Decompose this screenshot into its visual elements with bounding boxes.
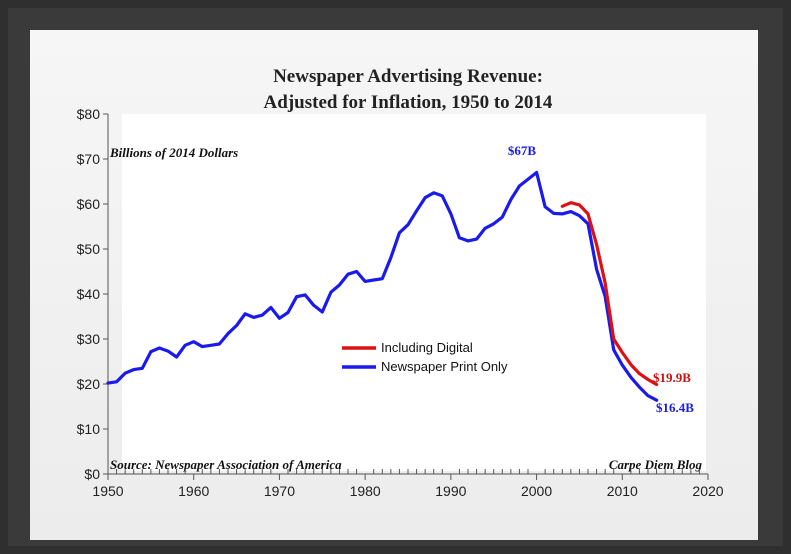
source-note: Source: Newspaper Association of America <box>110 457 342 472</box>
legend: Including Digital Newspaper Print Only <box>342 340 508 374</box>
chart-slide: Newspaper Advertising Revenue: Adjusted … <box>30 30 758 540</box>
series-line-including-digital <box>560 201 659 387</box>
x-tick-label: 2020 <box>692 483 723 499</box>
end-print-annotation: $16.4B <box>656 400 694 415</box>
x-tick-label: 2010 <box>607 483 638 499</box>
x-tick-label: 1970 <box>264 483 295 499</box>
y-tick-label: $30 <box>77 331 101 347</box>
y-tick-label: $60 <box>77 196 101 212</box>
peak-annotation: $67B <box>508 143 537 158</box>
y-tick-label: $80 <box>77 106 101 122</box>
series-line-newspaper-print-only <box>106 170 659 402</box>
axes: $0 $10 $20 $30 $40 $50 $60 $70 $80 1950 1960 1970 19… <box>77 106 724 499</box>
x-tick-label: 1960 <box>178 483 209 499</box>
y-tick-label: $20 <box>77 376 101 392</box>
chart-canvas: Newspaper Advertising Revenue: Adjusted … <box>77 66 724 499</box>
unit-note: Billions of 2014 Dollars <box>109 145 238 160</box>
x-tick-label: 1950 <box>92 483 123 499</box>
legend-label-digital: Including Digital <box>381 340 473 355</box>
y-tick-label: $70 <box>77 151 101 167</box>
x-tick-label: 2000 <box>521 483 552 499</box>
credit-note: Carpe Diem Blog <box>609 457 703 472</box>
y-tick-label: $0 <box>84 466 100 482</box>
y-tick-label: $10 <box>77 421 101 437</box>
end-digital-annotation: $19.9B <box>653 370 691 385</box>
legend-label-print: Newspaper Print Only <box>381 359 508 374</box>
chart-title-line-1: Newspaper Advertising Revenue: <box>273 66 543 87</box>
y-tick-label: $40 <box>77 286 101 302</box>
x-tick-label: 1980 <box>350 483 381 499</box>
chart-title-line-2: Adjusted for Inflation, 1950 to 2014 <box>264 92 553 113</box>
y-tick-label: $50 <box>77 241 101 257</box>
series-lines <box>106 170 659 402</box>
plot-area <box>122 114 706 471</box>
x-tick-label: 1990 <box>435 483 466 499</box>
